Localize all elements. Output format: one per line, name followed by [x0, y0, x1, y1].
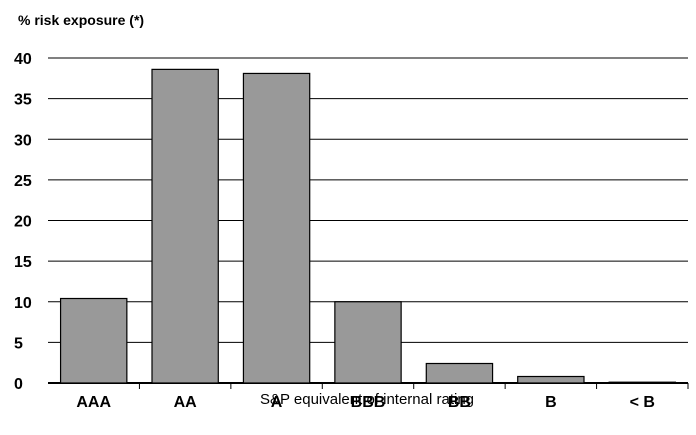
bar: [151, 68, 219, 384]
bar: [425, 362, 494, 384]
x-tick-label: A: [271, 394, 283, 411]
y-tick-label: 5: [14, 335, 23, 352]
x-tick-label: AAA: [76, 394, 111, 411]
y-tick-label: 10: [14, 295, 32, 312]
bar: [59, 297, 128, 384]
x-axis-label: S&P equivalent of internal rating: [260, 391, 474, 408]
x-tick-label: B: [545, 394, 557, 411]
y-axis-label: % risk exposure (*): [18, 12, 144, 28]
bar: [517, 375, 585, 384]
bar: [334, 301, 402, 384]
x-tick-label: AA: [174, 394, 198, 411]
bars: [59, 68, 677, 384]
category-labels: AAA AA A BBB BB B < B: [76, 383, 689, 411]
y-tick-label: 0: [14, 376, 23, 393]
bar: [608, 381, 677, 384]
y-tick-label: 20: [14, 214, 32, 231]
x-tick-label: BBB: [351, 394, 386, 411]
x-tick-label: < B: [630, 394, 655, 411]
y-tick-label: 15: [14, 254, 32, 271]
y-tick-label: 35: [14, 92, 32, 109]
y-tick-label: 30: [14, 132, 32, 149]
x-tick-label: BB: [448, 394, 471, 411]
y-tick-labels: 0 5 10 15 20 25 30 35 40: [14, 51, 32, 393]
bar: [242, 72, 311, 384]
y-tick-label: 40: [14, 51, 32, 68]
y-tick-label: 25: [14, 173, 32, 190]
